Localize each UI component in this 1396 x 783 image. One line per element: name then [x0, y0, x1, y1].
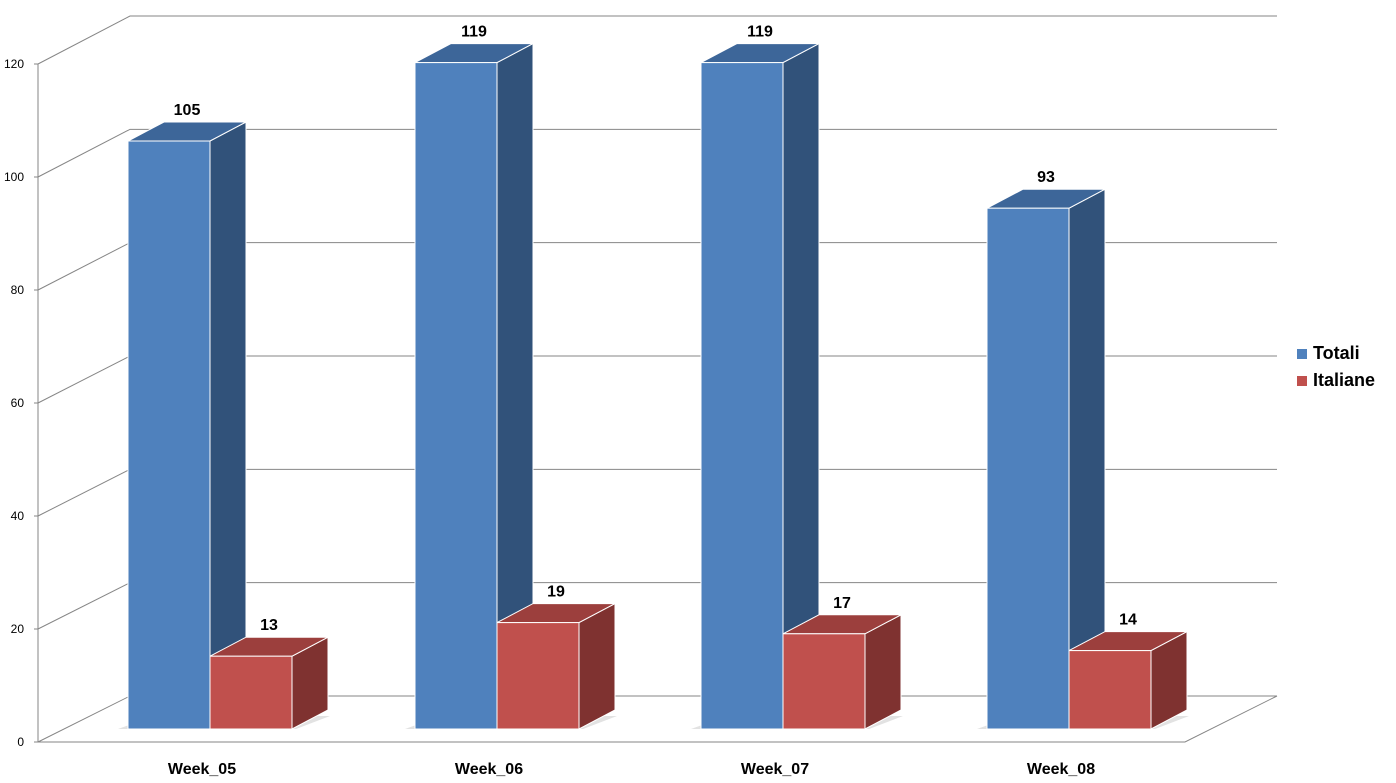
bar-italiane: [782, 633, 866, 730]
data-label-italiane: 19: [547, 584, 565, 601]
bar-italiane: [209, 655, 293, 730]
legend-swatch-totali: [1297, 348, 1307, 359]
y-tick-label: 80: [11, 283, 25, 297]
legend-label-italiane: Italiane: [1313, 370, 1376, 390]
y-tick-label: 120: [4, 57, 24, 71]
x-tick-label: Week_08: [1027, 761, 1095, 778]
data-label-totali: 93: [1037, 169, 1055, 186]
data-label-totali: 119: [461, 24, 487, 41]
legend: Totali Italiane: [1297, 340, 1375, 394]
bar-totali: [414, 62, 498, 730]
x-tick-label: Week_07: [741, 761, 809, 778]
legend-item-totali: Totali: [1297, 340, 1375, 367]
labels-layer: 0 20 40 60 80 100 120 105 13 Week_05 119 19 Week_06 1…: [4, 24, 1137, 778]
data-label-italiane: 14: [1119, 612, 1137, 629]
bar-totali: [127, 140, 211, 730]
bar-italiane: [496, 622, 580, 730]
bar-totali: [700, 62, 784, 730]
bar-totali: [986, 207, 1070, 730]
data-label-totali: 119: [747, 24, 773, 41]
bars-layer: [118, 42, 1189, 730]
y-tick-label: 20: [11, 622, 25, 636]
bar-side-italiane: [864, 613, 902, 730]
bar-side-italiane: [578, 602, 616, 730]
data-label-totali: 105: [174, 102, 201, 119]
legend-label-totali: Totali: [1313, 343, 1360, 363]
legend-item-italiane: Italiane: [1297, 367, 1375, 394]
x-tick-label: Week_05: [168, 761, 236, 778]
data-label-italiane: 17: [833, 595, 851, 612]
legend-swatch-italiane: [1297, 375, 1307, 386]
x-tick-label: Week_06: [455, 761, 523, 778]
data-label-italiane: 13: [260, 617, 278, 634]
y-tick-label: 60: [11, 396, 25, 410]
gridline: [37, 128, 1277, 178]
y-tick-label: 40: [11, 509, 25, 523]
bar-side-totali: [209, 121, 247, 730]
y-tick-label: 100: [4, 170, 24, 184]
y-tick-label: 0: [17, 735, 24, 749]
gridline: [37, 15, 1277, 65]
bar-italiane: [1068, 650, 1152, 730]
floor-front-edge: [38, 695, 1278, 743]
